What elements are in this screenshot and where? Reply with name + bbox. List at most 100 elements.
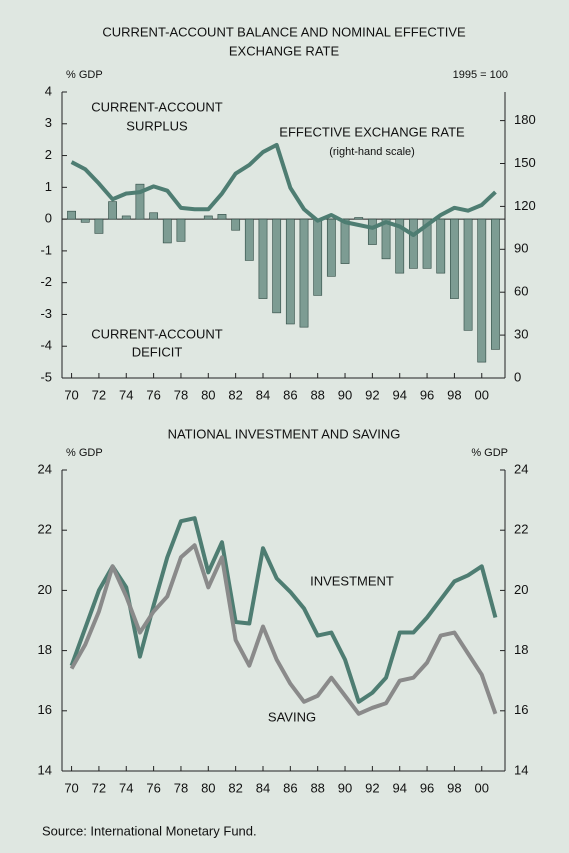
chart-title: NATIONAL INVESTMENT AND SAVING (168, 426, 401, 441)
bar (340, 218, 350, 264)
x-tick-label: 00 (475, 387, 489, 402)
y2-tick-label: 90 (514, 241, 528, 256)
y-tick-label: 18 (38, 642, 52, 657)
y2-axis-label: 1995 = 100 (453, 69, 508, 81)
x-tick-label: 80 (201, 387, 215, 402)
x-tick-label: 88 (310, 780, 324, 795)
x-tick-label: 86 (283, 387, 297, 402)
y-tick-label: 14 (38, 762, 52, 777)
y-tick-label: 24 (38, 461, 52, 476)
bar (408, 218, 418, 269)
bar (272, 218, 282, 314)
source: Source: International Monetary Fund. (42, 823, 257, 838)
annotation: (right-hand scale) (329, 146, 415, 158)
y2-tick-label: 16 (514, 702, 528, 717)
x-tick-label: 90 (338, 780, 352, 795)
bar (395, 218, 405, 274)
y-tick-label: 0 (45, 211, 52, 226)
y-tick-label: -4 (40, 338, 52, 353)
x-tick-label: 92 (365, 780, 379, 795)
y2-axis-label: % GDP (471, 447, 508, 459)
bar (258, 218, 268, 299)
bar (203, 215, 213, 220)
bar (108, 201, 117, 220)
annotation: DEFICIT (132, 344, 183, 359)
bar (313, 218, 323, 296)
bar (299, 218, 309, 328)
y-tick-label: 22 (38, 522, 52, 537)
bar (176, 218, 186, 242)
annotation: CURRENT-ACCOUNT (91, 99, 223, 114)
bar (121, 215, 131, 220)
y2-tick-label: 22 (514, 522, 528, 537)
line (69, 516, 498, 704)
annotation: EFFECTIVE EXCHANGE RATE (279, 124, 465, 139)
bar (67, 210, 76, 220)
x-tick-label: 72 (92, 387, 106, 402)
y-tick-label: 1 (45, 179, 52, 194)
bar (94, 218, 104, 234)
line (70, 142, 497, 237)
bar (436, 218, 446, 274)
x-tick-label: 88 (310, 387, 324, 402)
bar (149, 212, 159, 220)
bar (326, 218, 336, 277)
y-tick-label: -3 (40, 306, 52, 321)
y2-tick-label: 30 (514, 327, 528, 342)
x-tick-label: 78 (174, 387, 188, 402)
y2-tick-label: 120 (514, 198, 536, 213)
x-tick-label: 72 (92, 780, 106, 795)
bar (285, 218, 295, 325)
y-tick-label: -2 (40, 274, 52, 289)
x-tick-label: 92 (365, 387, 379, 402)
x-tick-label: 82 (228, 387, 242, 402)
x-tick-label: 80 (201, 780, 215, 795)
x-tick-label: 94 (392, 387, 406, 402)
y-tick-label: 4 (45, 83, 52, 98)
x-tick-label: 96 (420, 387, 434, 402)
bar (491, 218, 500, 350)
y-tick-label: 2 (45, 147, 52, 162)
y2-tick-label: 150 (514, 155, 536, 170)
y2-tick-label: 24 (514, 461, 528, 476)
bar (244, 218, 254, 261)
x-tick-label: 84 (256, 780, 270, 795)
annotation: SURPLUS (126, 118, 188, 133)
series-label: SAVING (268, 709, 316, 724)
x-tick-label: 82 (228, 780, 242, 795)
x-tick-label: 84 (256, 387, 270, 402)
x-tick-label: 76 (146, 387, 160, 402)
x-tick-label: 96 (420, 780, 434, 795)
bar (463, 218, 473, 331)
bar (162, 218, 172, 244)
bar (381, 218, 391, 260)
chart-title: EXCHANGE RATE (229, 43, 340, 58)
y2-tick-label: 60 (514, 284, 528, 299)
bar (80, 218, 90, 223)
x-tick-label: 86 (283, 780, 297, 795)
y-tick-label: 3 (45, 115, 52, 130)
y2-tick-label: 20 (514, 582, 528, 597)
bar (217, 214, 227, 220)
y2-tick-label: 18 (514, 642, 528, 657)
x-tick-label: 74 (119, 780, 133, 795)
x-tick-label: 98 (447, 780, 461, 795)
bar (450, 218, 459, 299)
annotation: CURRENT-ACCOUNT (91, 326, 223, 341)
y-axis-label: % GDP (66, 447, 103, 459)
bar (135, 183, 145, 220)
bar (231, 218, 241, 231)
bar (422, 218, 432, 269)
bar (354, 217, 364, 220)
y-tick-label: -1 (40, 242, 52, 257)
y2-tick-label: 0 (514, 369, 521, 384)
x-tick-label: 76 (146, 780, 160, 795)
line (69, 543, 498, 716)
x-tick-label: 94 (392, 780, 406, 795)
x-tick-label: 70 (64, 387, 78, 402)
y-tick-label: 16 (38, 702, 52, 717)
x-tick-label: 74 (119, 387, 133, 402)
y-axis-label: % GDP (66, 69, 103, 81)
x-tick-label: 78 (174, 780, 188, 795)
y-tick-label: -5 (40, 369, 52, 384)
